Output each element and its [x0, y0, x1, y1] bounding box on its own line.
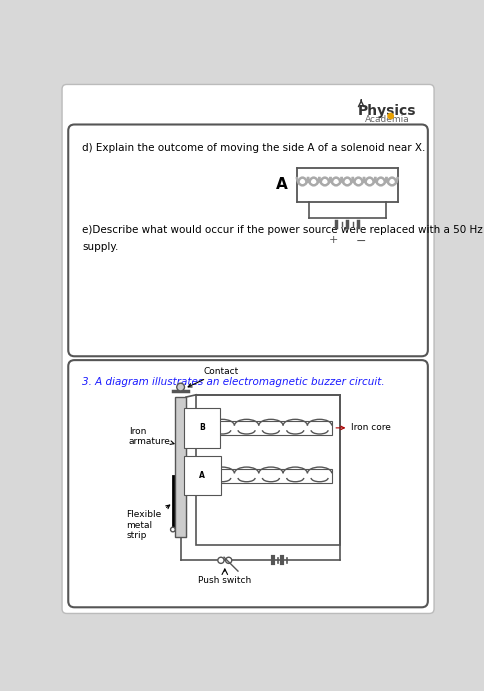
Circle shape [388, 113, 393, 119]
Bar [210, 468, 332, 482]
Circle shape [226, 557, 232, 563]
Text: A: A [199, 471, 205, 480]
Text: A: A [276, 178, 287, 193]
FancyBboxPatch shape [68, 360, 428, 607]
Text: B: B [199, 424, 205, 433]
Text: d) Explain the outcome of moving the side A of a solenoid near X.: d) Explain the outcome of moving the sid… [82, 143, 425, 153]
Bar [196, 395, 339, 545]
Bar [175, 397, 186, 537]
FancyBboxPatch shape [68, 124, 428, 357]
Text: Physics: Physics [358, 104, 417, 118]
Text: Push switch: Push switch [198, 576, 251, 585]
Text: Iron core: Iron core [336, 424, 391, 433]
Circle shape [177, 384, 184, 391]
Text: Iron
armature: Iron armature [129, 426, 174, 446]
Text: Flexible
metal
strip: Flexible metal strip [126, 505, 170, 540]
Text: 3. A diagram illustrates an electromagnetic buzzer circuit.: 3. A diagram illustrates an electromagne… [82, 377, 385, 387]
Text: e)Describe what would occur if the power source were replaced with a 50 Hz alter: e)Describe what would occur if the power… [82, 225, 484, 252]
Text: Academia: Academia [365, 115, 410, 124]
Text: Contact: Contact [188, 366, 239, 387]
Bar [210, 421, 332, 435]
Circle shape [170, 527, 175, 532]
Text: −: − [356, 236, 366, 248]
FancyBboxPatch shape [62, 84, 434, 614]
Bar [297, 168, 398, 202]
Circle shape [218, 557, 224, 563]
Text: +: + [329, 236, 338, 245]
